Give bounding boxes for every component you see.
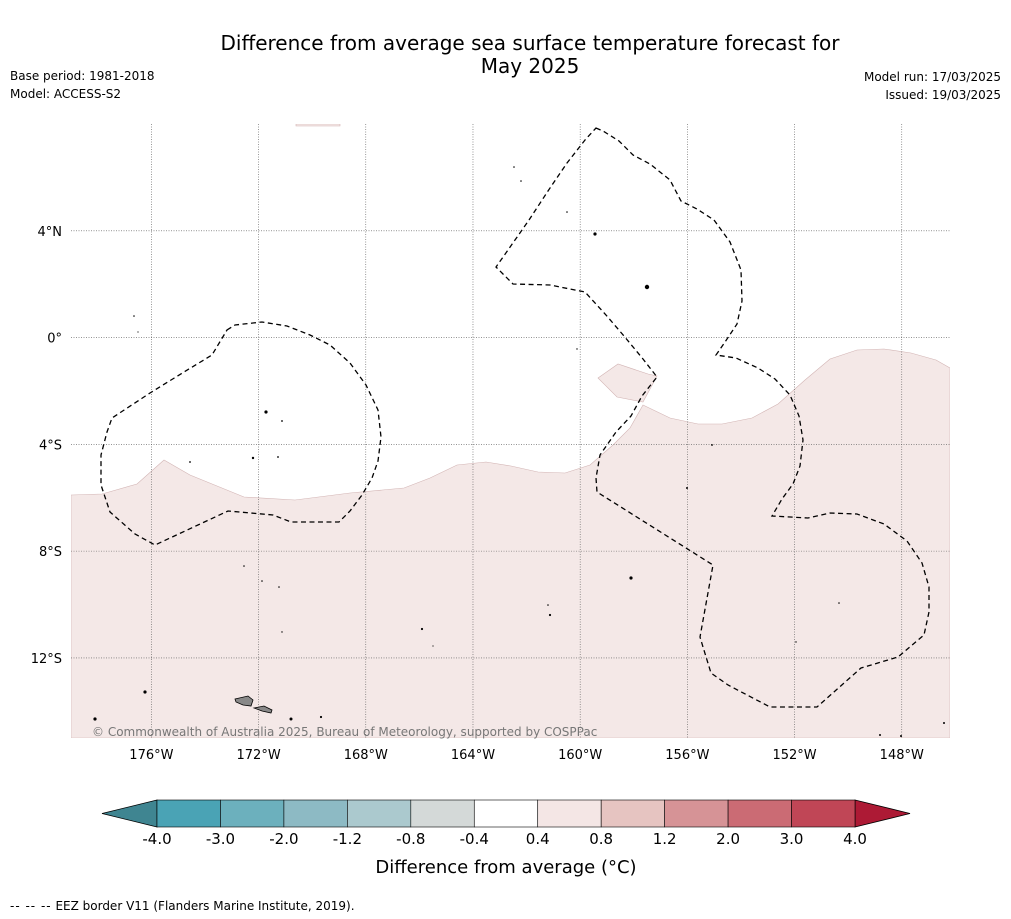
colorbar-tick-label: 1.2	[653, 830, 677, 848]
colorbar-swatch	[220, 799, 285, 828]
samoa-island-savaii	[234, 695, 254, 707]
island-dot	[432, 645, 434, 647]
colorbar-swatch	[347, 799, 412, 828]
colorbar-tick-label: -0.8	[396, 830, 425, 848]
colorbar-tick-label: -4.0	[142, 830, 171, 848]
colorbar-swatch	[156, 799, 221, 828]
base-period-text: Base period: 1981-2018	[10, 69, 155, 83]
island-dot	[547, 604, 549, 606]
eez-border-samoa	[100, 321, 382, 546]
map-title: Difference from average sea surface temp…	[180, 32, 880, 78]
colorbar-over-arrow	[854, 799, 911, 828]
island-dot	[593, 232, 597, 236]
island-dot	[189, 461, 191, 463]
island-dot	[879, 734, 881, 736]
latitude-tick-label: 4°S	[39, 438, 62, 453]
colorbar-swatch	[600, 799, 665, 828]
model-run-text: Model run: 17/03/2025	[863, 70, 1001, 84]
colorbar-swatch	[664, 799, 729, 828]
latitude-tick-label: 12°S	[31, 652, 62, 667]
island-dot	[133, 315, 135, 317]
island-dot	[261, 580, 263, 582]
island-dot	[277, 456, 279, 458]
island-dot	[900, 735, 902, 737]
title-line-1: Difference from average sea surface temp…	[220, 31, 840, 55]
colorbar-tick-label: -1.2	[333, 830, 362, 848]
island-dot	[513, 166, 515, 168]
longitude-tick-label: 176°W	[129, 748, 173, 763]
warm-anomaly-patch	[597, 363, 658, 403]
colorbar-under-arrow	[101, 799, 158, 828]
island-dot	[420, 627, 424, 631]
gridlines	[71, 124, 950, 738]
longitude-tick-label: 156°W	[665, 748, 709, 763]
island-dot	[281, 631, 283, 633]
metadata-right: Model run: 17/03/2025 Issued: 19/03/2025	[864, 68, 1001, 104]
colorbar-tick-label: -0.4	[460, 830, 489, 848]
title-line-2: May 2025	[480, 54, 580, 78]
island-dot	[319, 715, 323, 719]
axis-labels: 176°W 172°W 168°W 164°W 160°W 156°W 152°W 148°W…	[31, 225, 924, 763]
north-edge-patch	[295, 124, 341, 127]
colorbar-swatch	[537, 799, 602, 828]
colorbar-swatch	[791, 799, 856, 828]
island-dot	[795, 641, 797, 643]
metadata-left: Base period: 1981-2018 Model: ACCESS-S2	[10, 67, 155, 103]
island-dot	[838, 602, 840, 604]
eez-legend-symbol: -- -- --	[10, 899, 52, 913]
copyright-text: © Commonwealth of Australia 2025, Bureau…	[92, 725, 597, 739]
colorbar-swatch	[283, 799, 348, 828]
colorbar-tick-label: -2.0	[269, 830, 298, 848]
island-dot	[566, 211, 568, 213]
island-dot	[644, 284, 650, 290]
colorbar-swatch	[473, 799, 539, 828]
island-dot	[686, 487, 688, 489]
longitude-tick-label: 164°W	[451, 748, 495, 763]
island-dot	[137, 331, 139, 333]
colorbar-tick-label: -3.0	[206, 830, 235, 848]
island-dot	[576, 348, 578, 350]
longitude-tick-label: 168°W	[344, 748, 388, 763]
colorbar-label: Difference from average (°C)	[375, 857, 636, 878]
samoa-island-upolu	[252, 705, 273, 714]
colorbar-tick-label: 3.0	[780, 830, 804, 848]
eez-border-kiribati	[495, 127, 930, 708]
colorbar-tick-label: 0.8	[589, 830, 613, 848]
model-text: Model: ACCESS-S2	[10, 87, 122, 101]
longitude-tick-label: 148°W	[880, 748, 924, 763]
island-dot	[711, 444, 713, 446]
longitude-tick-label: 160°W	[558, 748, 602, 763]
island-dot	[278, 586, 280, 588]
colorbar-swatch	[727, 799, 792, 828]
colorbar: -4.0 -3.0 -2.0 -1.2 -0.8 -0.4 0.4 0.8 1.2 2.0 3.0 4…	[101, 799, 911, 848]
issued-text: Issued: 19/03/2025	[885, 88, 1001, 102]
colorbar-swatch	[410, 799, 475, 828]
island-dot	[629, 576, 633, 580]
island-dot	[281, 420, 283, 422]
island-dot	[289, 717, 293, 721]
island-dot	[520, 180, 522, 182]
longitude-tick-label: 152°W	[772, 748, 816, 763]
island-dot	[943, 722, 945, 724]
warm-anomaly-region	[71, 348, 950, 738]
island-dot	[548, 613, 552, 617]
latitude-tick-label: 4°N	[38, 225, 63, 240]
island-dot	[264, 410, 268, 414]
eez-legend-text: EEZ border V11 (Flanders Marine Institut…	[55, 899, 355, 913]
map-area	[71, 124, 950, 738]
island-dot	[93, 717, 97, 721]
longitude-tick-label: 172°W	[237, 748, 281, 763]
eez-legend-note: -- -- -- EEZ border V11 (Flanders Marine…	[10, 899, 355, 913]
latitude-tick-label: 0°	[47, 332, 62, 347]
colorbar-tick-label: 0.4	[526, 830, 550, 848]
latitude-tick-label: 8°S	[39, 545, 62, 560]
colorbar-tick-label: 2.0	[716, 830, 740, 848]
colorbar-tick-label: 4.0	[843, 830, 867, 848]
island-dot	[251, 456, 255, 460]
island-dot	[243, 565, 245, 567]
island-dot	[143, 690, 147, 694]
